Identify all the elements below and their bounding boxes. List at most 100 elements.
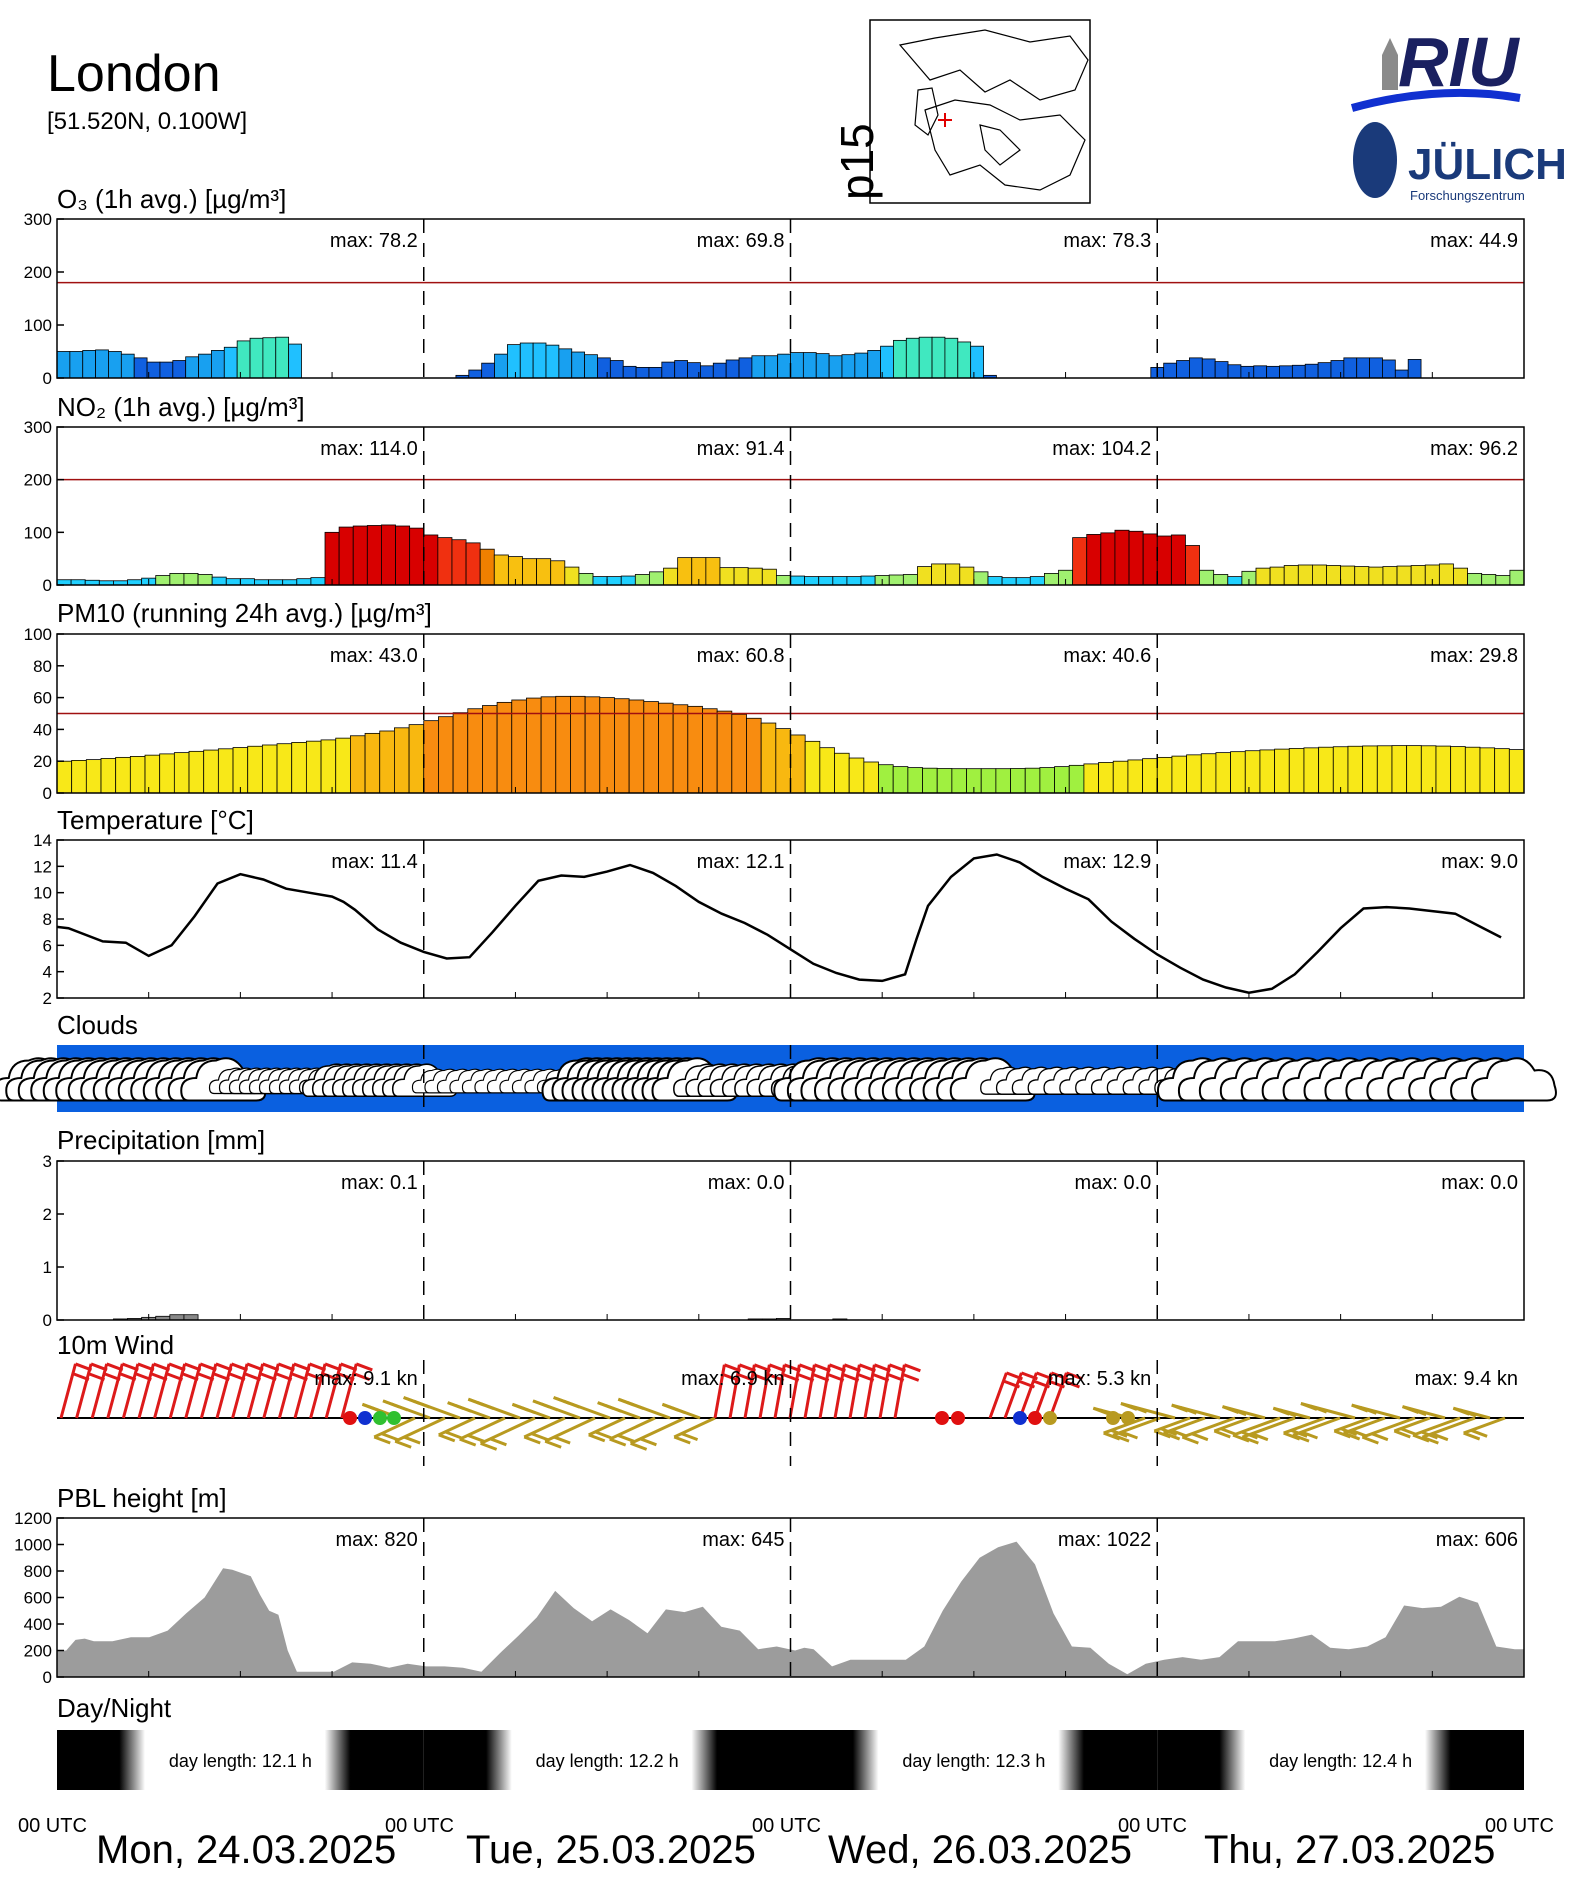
wind-barb	[1300, 1402, 1356, 1420]
no2-bar	[1326, 565, 1342, 586]
no2-bar	[268, 579, 284, 586]
o3-bar	[751, 355, 766, 379]
pm10-bar	[349, 735, 366, 794]
o3-bar	[622, 365, 637, 379]
o3-bar	[82, 350, 97, 379]
pm10-bar	[1435, 745, 1452, 794]
o3-frame	[56, 218, 1525, 379]
wind-barb	[467, 1397, 521, 1420]
wind-barb-staff	[848, 1364, 861, 1419]
wind-barb-staff	[309, 1363, 327, 1419]
wind-barb-staff	[1393, 1416, 1431, 1433]
pbl-y-tick-label: 1200	[14, 1509, 52, 1528]
logo-riu: RIU	[1398, 23, 1519, 101]
logo-julich: JÜLICH	[1408, 140, 1567, 189]
pm10-bar	[658, 702, 674, 794]
wind-barb-staff	[1112, 1416, 1161, 1437]
no2-bar	[1255, 567, 1271, 586]
pm10-bar	[173, 752, 190, 794]
pm10-bar	[1215, 752, 1232, 794]
o3-bar	[1201, 358, 1216, 379]
wind-barb-flag	[673, 1435, 691, 1445]
map-region-label: p15	[831, 123, 883, 200]
no2-bar	[1142, 533, 1158, 586]
no2-bar	[902, 574, 918, 586]
pm10-bar	[1127, 759, 1143, 794]
o3-bar	[815, 353, 830, 379]
wind-barb-flag	[467, 1433, 485, 1443]
temp-y-tick-label: 10	[33, 884, 52, 903]
pm10-bar	[1142, 758, 1158, 794]
no2-bar	[423, 534, 439, 586]
pm10-bar	[951, 768, 967, 794]
logo-forschungszentrum: Forschungszentrum	[1410, 188, 1525, 203]
o3-bar	[506, 344, 521, 379]
no2-bar	[973, 571, 989, 586]
o3-bar	[1279, 365, 1293, 379]
wind-barb-flag	[594, 1430, 612, 1440]
o3-bar	[790, 352, 804, 379]
no2-bar	[1086, 534, 1102, 586]
o3-bar	[545, 344, 560, 379]
pbl-panel-title: PBL height [m]	[57, 1483, 227, 1513]
no2-bar	[649, 571, 664, 586]
no2-bar	[959, 566, 975, 586]
pm10-bar	[276, 743, 293, 794]
wind-barb-staff	[1033, 1372, 1053, 1419]
date-label-3: Wed, 26.03.2025	[828, 1828, 1132, 1872]
wind-barb-flag	[902, 1372, 920, 1382]
wind-barb-staff	[1163, 1416, 1206, 1435]
no2-max-label: max: 91.4	[697, 438, 785, 460]
cloud-shape	[1471, 1057, 1557, 1102]
pm10-bar	[1332, 746, 1349, 794]
precip-max-label: max: 0.1	[341, 1172, 418, 1194]
no2-bar	[804, 576, 820, 586]
no2-bar	[56, 579, 72, 586]
precip-max-label: max: 0.0	[1441, 1172, 1518, 1194]
wind-barb	[59, 1362, 93, 1419]
no2-bar	[338, 526, 354, 586]
wind-barb-staff	[878, 1364, 891, 1419]
wind-barb-staff	[137, 1363, 155, 1419]
no2-bar	[239, 578, 255, 586]
no2-bar	[1199, 569, 1215, 586]
wind-barb	[75, 1362, 108, 1419]
map-coastline	[914, 87, 939, 136]
wind-barb-flag	[1179, 1405, 1197, 1415]
o3-bar	[1214, 361, 1229, 379]
utc-label-3: 00 UTC	[752, 1815, 821, 1837]
wind-barb-flag	[1431, 1432, 1449, 1442]
o3-y-tick-label: 0	[43, 369, 52, 388]
no2-bar	[127, 579, 143, 586]
no2-bar	[832, 576, 848, 586]
wind-barb-flag	[1300, 1430, 1318, 1440]
pm10-y-tick-label: 100	[24, 625, 52, 644]
pm10-bar	[643, 701, 659, 794]
wind-barb-staff	[788, 1364, 801, 1419]
no2-bar	[945, 563, 961, 586]
no2-bar	[592, 576, 608, 586]
wind-barb-staff	[544, 1416, 596, 1443]
pm10-bar	[1288, 748, 1305, 794]
pm10-bar	[56, 760, 73, 794]
no2-bar	[1114, 529, 1130, 586]
wind-barb-flag	[1393, 1429, 1411, 1439]
wind-barb-flag	[1251, 1432, 1269, 1442]
wind-barb-flag	[1279, 1408, 1297, 1418]
wind-barb	[459, 1416, 506, 1447]
date-label-4: Thu, 27.03.2025	[1204, 1828, 1496, 1872]
no2-bar	[1015, 577, 1031, 586]
no2-bar	[1269, 566, 1285, 586]
o3-bar	[1407, 359, 1422, 379]
wind-calm-dot	[343, 1411, 357, 1425]
no2-bar	[917, 566, 932, 586]
no2-bar	[931, 563, 947, 586]
o3-panel-title: O₃ (1h avg.) [µg/m³]	[57, 184, 287, 214]
no2-bar	[1170, 534, 1186, 586]
wind-barb-flag	[381, 1432, 399, 1441]
no2-bar	[677, 557, 693, 586]
wind-barb	[532, 1399, 581, 1420]
no2-bar	[1227, 576, 1243, 586]
o3-bar	[571, 351, 586, 379]
pm10-bar	[335, 737, 351, 794]
